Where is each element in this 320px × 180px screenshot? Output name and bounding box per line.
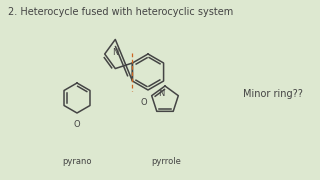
Text: O: O — [141, 98, 147, 107]
Text: O: O — [74, 120, 80, 129]
Text: 2. Heterocycle fused with heterocyclic system: 2. Heterocycle fused with heterocyclic s… — [8, 7, 233, 17]
Text: pyrano: pyrano — [62, 158, 92, 166]
Text: N: N — [112, 48, 118, 57]
Text: Minor ring??: Minor ring?? — [243, 89, 303, 99]
Text: N: N — [158, 89, 164, 98]
Text: pyrrole: pyrrole — [151, 158, 181, 166]
